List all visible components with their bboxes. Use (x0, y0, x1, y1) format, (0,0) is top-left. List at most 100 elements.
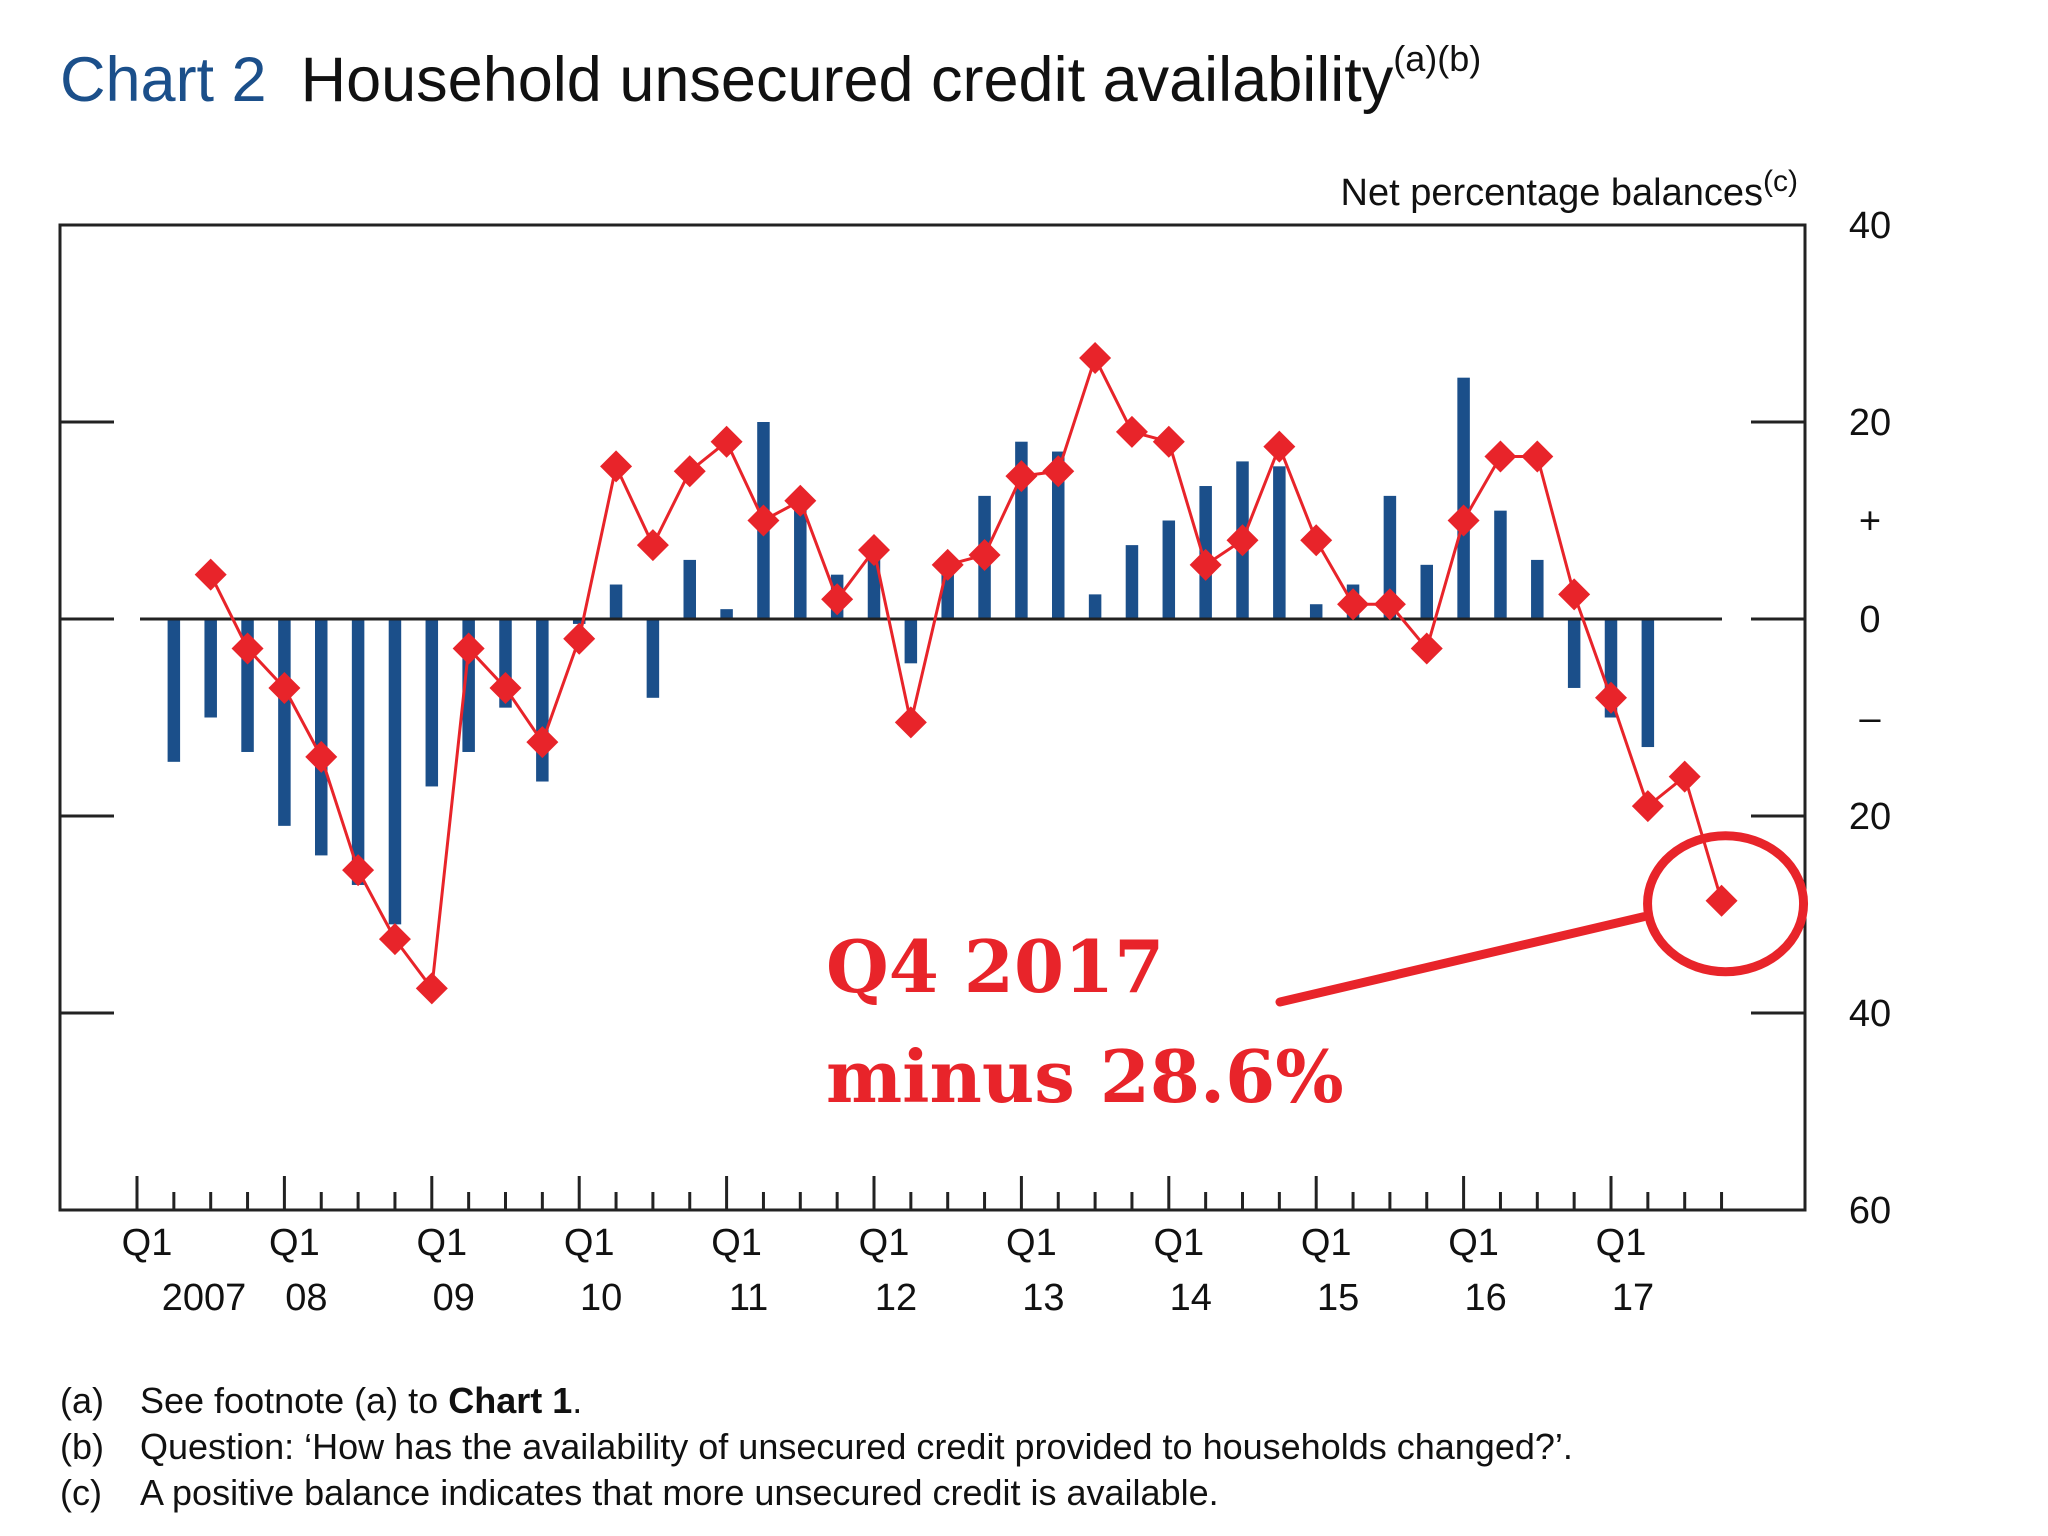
line-marker (1410, 632, 1443, 665)
bar (609, 584, 623, 619)
line-marker (1005, 460, 1038, 493)
line-marker (1300, 524, 1333, 557)
bar (904, 619, 918, 664)
x-tick-label-quarter: Q1 (564, 1222, 615, 1264)
bar (1383, 495, 1397, 619)
line-marker (1447, 504, 1480, 537)
bar (278, 619, 291, 826)
line-marker (305, 740, 338, 773)
line-marker (747, 504, 780, 537)
bar (204, 619, 217, 718)
line-marker (489, 671, 522, 704)
bar (351, 619, 365, 885)
footnote-a: (a) See footnote (a) to Chart 1. (60, 1378, 1573, 1424)
line-marker (858, 534, 890, 567)
bar (572, 619, 586, 624)
footnote-label: (c) (60, 1472, 102, 1513)
footnote-text: Question: ‘How has the availability of u… (140, 1426, 1573, 1467)
line-marker (1373, 588, 1406, 621)
line-marker (710, 425, 743, 458)
chart-title-notes: (a)(b) (1393, 38, 1482, 79)
bar (1162, 520, 1176, 619)
x-tick-label-quarter: Q1 (416, 1222, 467, 1264)
line-marker (1631, 790, 1664, 823)
bar (1125, 545, 1139, 619)
footnote-tail: . (572, 1380, 583, 1421)
annotation-pointer (1275, 912, 1649, 1007)
x-tick-label-quarter: Q1 (1301, 1222, 1352, 1264)
line-marker (1115, 415, 1148, 448)
line-marker (452, 632, 485, 665)
footnote-text: See footnote (a) to (140, 1380, 449, 1421)
bar (720, 609, 733, 619)
x-tick-label-quarter: Q1 (269, 1222, 320, 1264)
line-marker (600, 450, 633, 483)
line-marker (968, 538, 1001, 571)
line-marker (1189, 548, 1222, 581)
bar (1641, 619, 1655, 748)
x-tick-label-quarter: Q1 (1448, 1222, 1499, 1264)
x-tick-label-year: 12 (875, 1277, 917, 1319)
bar (1567, 619, 1581, 688)
line-marker (636, 529, 669, 562)
plot-frame (58, 223, 1807, 1212)
y-axis-label: Net percentage balances(c) (1341, 165, 1799, 214)
x-tick-label-quarter: Q1 (122, 1222, 173, 1264)
y-tick-label: 0 (1859, 599, 1880, 641)
x-tick-label-year: 2007 (162, 1277, 247, 1319)
y-tick-label: – (1859, 698, 1881, 740)
annotation-label-line1: Q4 2017 (826, 924, 1164, 1009)
line-marker (378, 923, 411, 956)
chart-title: Chart 2 Household unsecured credit availa… (60, 38, 1481, 116)
bar (1052, 451, 1065, 619)
y-axis-label-note: (c) (1763, 165, 1798, 198)
chart-area: Net percentage balances(c) 40 20 +0 – 20 40 60… (58, 165, 1891, 1319)
footnote-text: A positive balance indicates that more u… (140, 1472, 1219, 1513)
line-marker (1595, 681, 1627, 714)
bar (1273, 466, 1286, 619)
line-marker (1042, 455, 1075, 488)
line-marker (931, 548, 964, 581)
line-marker (1337, 588, 1370, 621)
line-marker (342, 854, 375, 887)
chart-title-text: Household unsecured credit availability (300, 45, 1394, 115)
chart-number: Chart 2 (60, 45, 267, 115)
line-marker (526, 726, 559, 759)
bar (1494, 510, 1507, 619)
x-tick-label-year: 14 (1170, 1277, 1212, 1319)
y-axis-label-text: Net percentage balances (1341, 172, 1764, 214)
y-tick-label: 20 (1849, 402, 1891, 444)
line-marker (194, 558, 227, 591)
y-tick-label: + (1859, 501, 1881, 543)
line-marker (894, 706, 927, 739)
x-tick-label-year: 16 (1464, 1277, 1506, 1319)
bar (1531, 559, 1544, 619)
y-tick-label: 40 (1849, 205, 1891, 247)
x-tick-label-quarter: Q1 (859, 1222, 910, 1264)
bar (1309, 604, 1323, 619)
line-marker (1668, 760, 1701, 793)
annotation-label-line2: minus 28.6% (826, 1034, 1344, 1119)
bar (167, 619, 181, 762)
footnote-label: (a) (60, 1380, 104, 1421)
line-marker (1079, 341, 1112, 374)
line-marker (231, 632, 264, 665)
x-tick-label-quarter: Q1 (711, 1222, 762, 1264)
x-tick-label-year: 09 (433, 1277, 475, 1319)
x-tick-label-quarter: Q1 (1596, 1222, 1647, 1264)
line-marker (1263, 430, 1296, 463)
line-marker (1558, 578, 1591, 611)
line-marker (1226, 524, 1259, 557)
bar (683, 559, 696, 619)
x-tick-label-quarter: Q1 (1153, 1222, 1204, 1264)
bar (1088, 594, 1102, 619)
footnote-label: (b) (60, 1426, 104, 1467)
bar (1457, 377, 1470, 619)
line-marker (1705, 884, 1738, 917)
series-line (209, 354, 1723, 993)
footnote-c: (c) A positive balance indicates that mor… (60, 1470, 1573, 1516)
annotation-circle (1643, 831, 1809, 977)
line-marker (784, 484, 817, 517)
bar (425, 619, 439, 787)
x-tick-label-year: 08 (285, 1277, 327, 1319)
